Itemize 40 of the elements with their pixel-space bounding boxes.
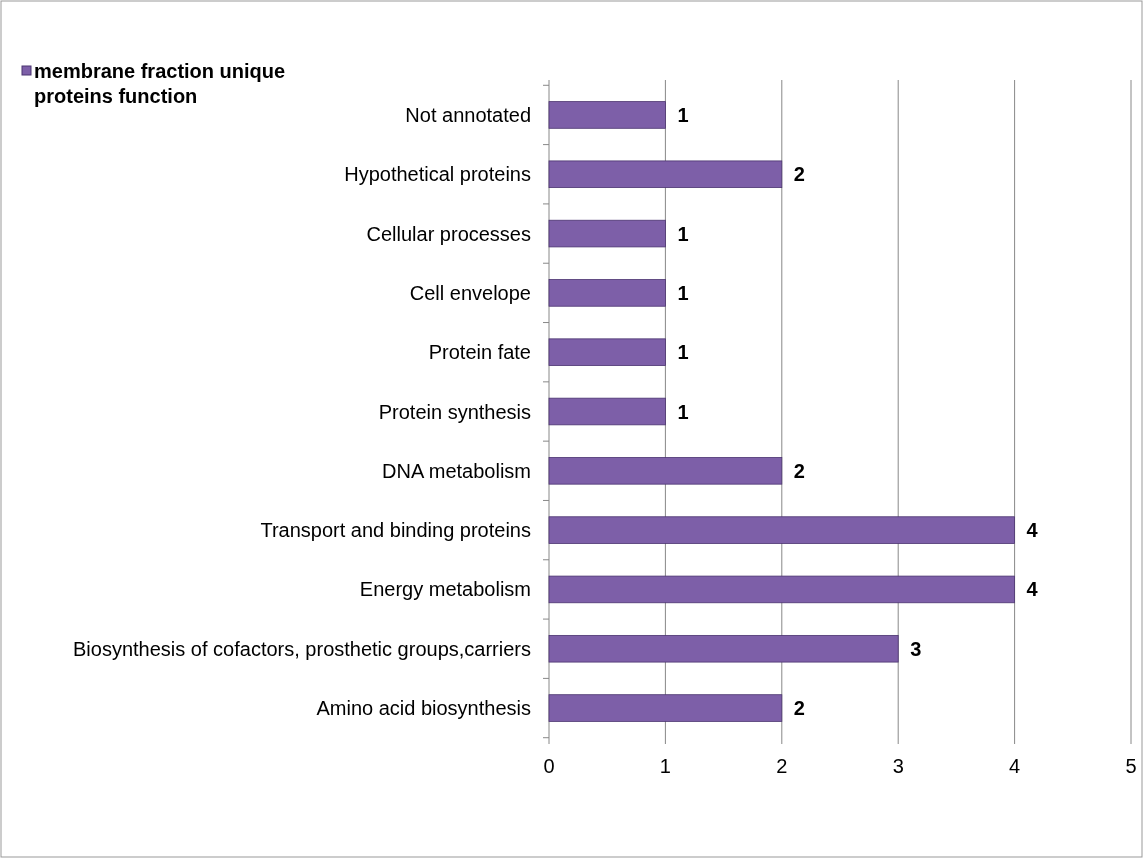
- x-tick-label: 4: [1009, 755, 1021, 777]
- data-label: 2: [793, 163, 805, 186]
- bar: [548, 397, 666, 426]
- y-tick-label: Amino acid biosynthesis: [316, 697, 531, 720]
- data-label: 1: [677, 103, 689, 126]
- bar: [548, 575, 1015, 604]
- x-tick-label: 0: [543, 755, 555, 777]
- y-tick-label: DNA metabolism: [382, 459, 531, 482]
- data-label: 4: [1026, 578, 1039, 601]
- y-tick-label: Hypothetical proteins: [344, 163, 531, 186]
- legend-label: membrane fraction unique proteins function: [34, 60, 286, 107]
- data-label: 1: [677, 281, 689, 304]
- x-tick-label: 3: [892, 755, 904, 777]
- bar: [548, 457, 783, 485]
- bar: [548, 516, 1015, 544]
- y-tick-label: Energy metabolism: [359, 578, 531, 601]
- y-tick-label: Protein fate: [428, 341, 531, 364]
- data-label: 4: [1026, 519, 1039, 542]
- y-tick-label: Not annotated: [405, 103, 531, 126]
- bar: [548, 101, 666, 129]
- data-label: 1: [677, 341, 689, 364]
- y-tick-label: Protein synthesis: [378, 400, 531, 423]
- x-tick-label: 5: [1125, 755, 1137, 777]
- bar: [548, 160, 783, 189]
- bar: [548, 694, 783, 722]
- data-label: 3: [910, 637, 922, 660]
- bar: [548, 634, 899, 663]
- x-tick-label: 2: [776, 755, 788, 777]
- data-label: 2: [793, 459, 805, 482]
- y-tick-label: Cell envelope: [409, 281, 531, 304]
- y-tick-label: Cellular processes: [366, 222, 531, 245]
- bar: [548, 338, 666, 366]
- data-label: 2: [793, 697, 805, 720]
- y-tick-label: Transport and binding proteins: [260, 519, 531, 542]
- x-tick-label: 1: [659, 755, 671, 777]
- bar: [548, 279, 666, 307]
- data-label: 1: [677, 400, 689, 423]
- bar: [548, 219, 666, 248]
- y-tick-label: Biosynthesis of cofactors, prosthetic groups,carriers: [73, 637, 531, 660]
- data-label: 1: [677, 222, 689, 245]
